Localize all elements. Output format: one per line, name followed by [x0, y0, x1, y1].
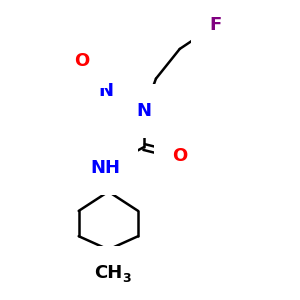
- Text: O: O: [74, 52, 89, 70]
- Text: NH: NH: [90, 159, 120, 177]
- Text: O: O: [172, 147, 187, 165]
- Text: CH: CH: [94, 264, 122, 282]
- Text: F: F: [209, 16, 221, 34]
- Text: N: N: [136, 102, 152, 120]
- Text: N: N: [98, 82, 113, 100]
- Text: 3: 3: [122, 272, 130, 285]
